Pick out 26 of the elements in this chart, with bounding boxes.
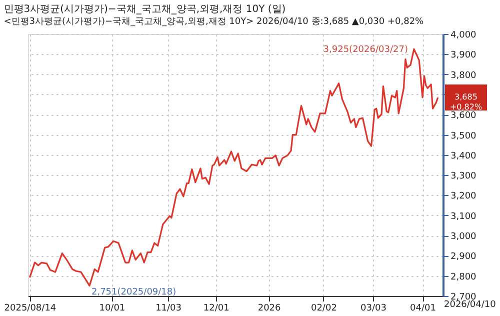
y-tick-label: 3,300 bbox=[450, 172, 477, 182]
y-tick-label: 3,000 bbox=[450, 232, 477, 242]
x-tick-label: 03/03 bbox=[360, 304, 386, 314]
x-tick-label: 10/01 bbox=[99, 304, 126, 314]
y-tick-label: 3,900 bbox=[450, 50, 477, 61]
y-tick-label: 3,600 bbox=[450, 111, 477, 122]
x-tick-label: 2026 bbox=[258, 304, 282, 314]
annotation: 2,751(2025/09/18) bbox=[91, 288, 176, 298]
y-tick-label: 3,800 bbox=[450, 70, 477, 81]
x-tick-label: 04/01 bbox=[410, 304, 436, 314]
y-tick-label: 2,900 bbox=[450, 252, 477, 262]
y-tick-label: 4,000 bbox=[450, 30, 477, 40]
text: 2026/04/10 bbox=[444, 300, 496, 310]
annotation: 3,685 +0,82% bbox=[450, 92, 482, 112]
chart-title: 민평3사평균(시가평가)−국채_국고채_양곡,외평,재정 10Y (일) bbox=[4, 4, 286, 15]
y-tick-label: 3,100 bbox=[450, 212, 477, 222]
y-tick-label: 2,800 bbox=[450, 272, 477, 282]
x-tick-label: 2025/08/14 bbox=[4, 304, 56, 314]
x-tick-label: 02/02 bbox=[310, 304, 337, 314]
annotation: 3,925(2026/03/27) bbox=[323, 45, 408, 56]
x-tick-label: 12/01 bbox=[203, 304, 230, 314]
y-tick-label: 3,400 bbox=[450, 151, 477, 162]
x-tick-label: 11/03 bbox=[156, 304, 182, 314]
y-tick-label: 3,200 bbox=[450, 192, 477, 202]
chart-subtitle: <민평3사평균(시가평가)−국채_국고채_양곡,외평,재정 10Y> 2026/04/10 종:3,685 ▲0,030 +0,82% bbox=[4, 17, 424, 27]
y-tick-label: 3,500 bbox=[450, 131, 477, 142]
